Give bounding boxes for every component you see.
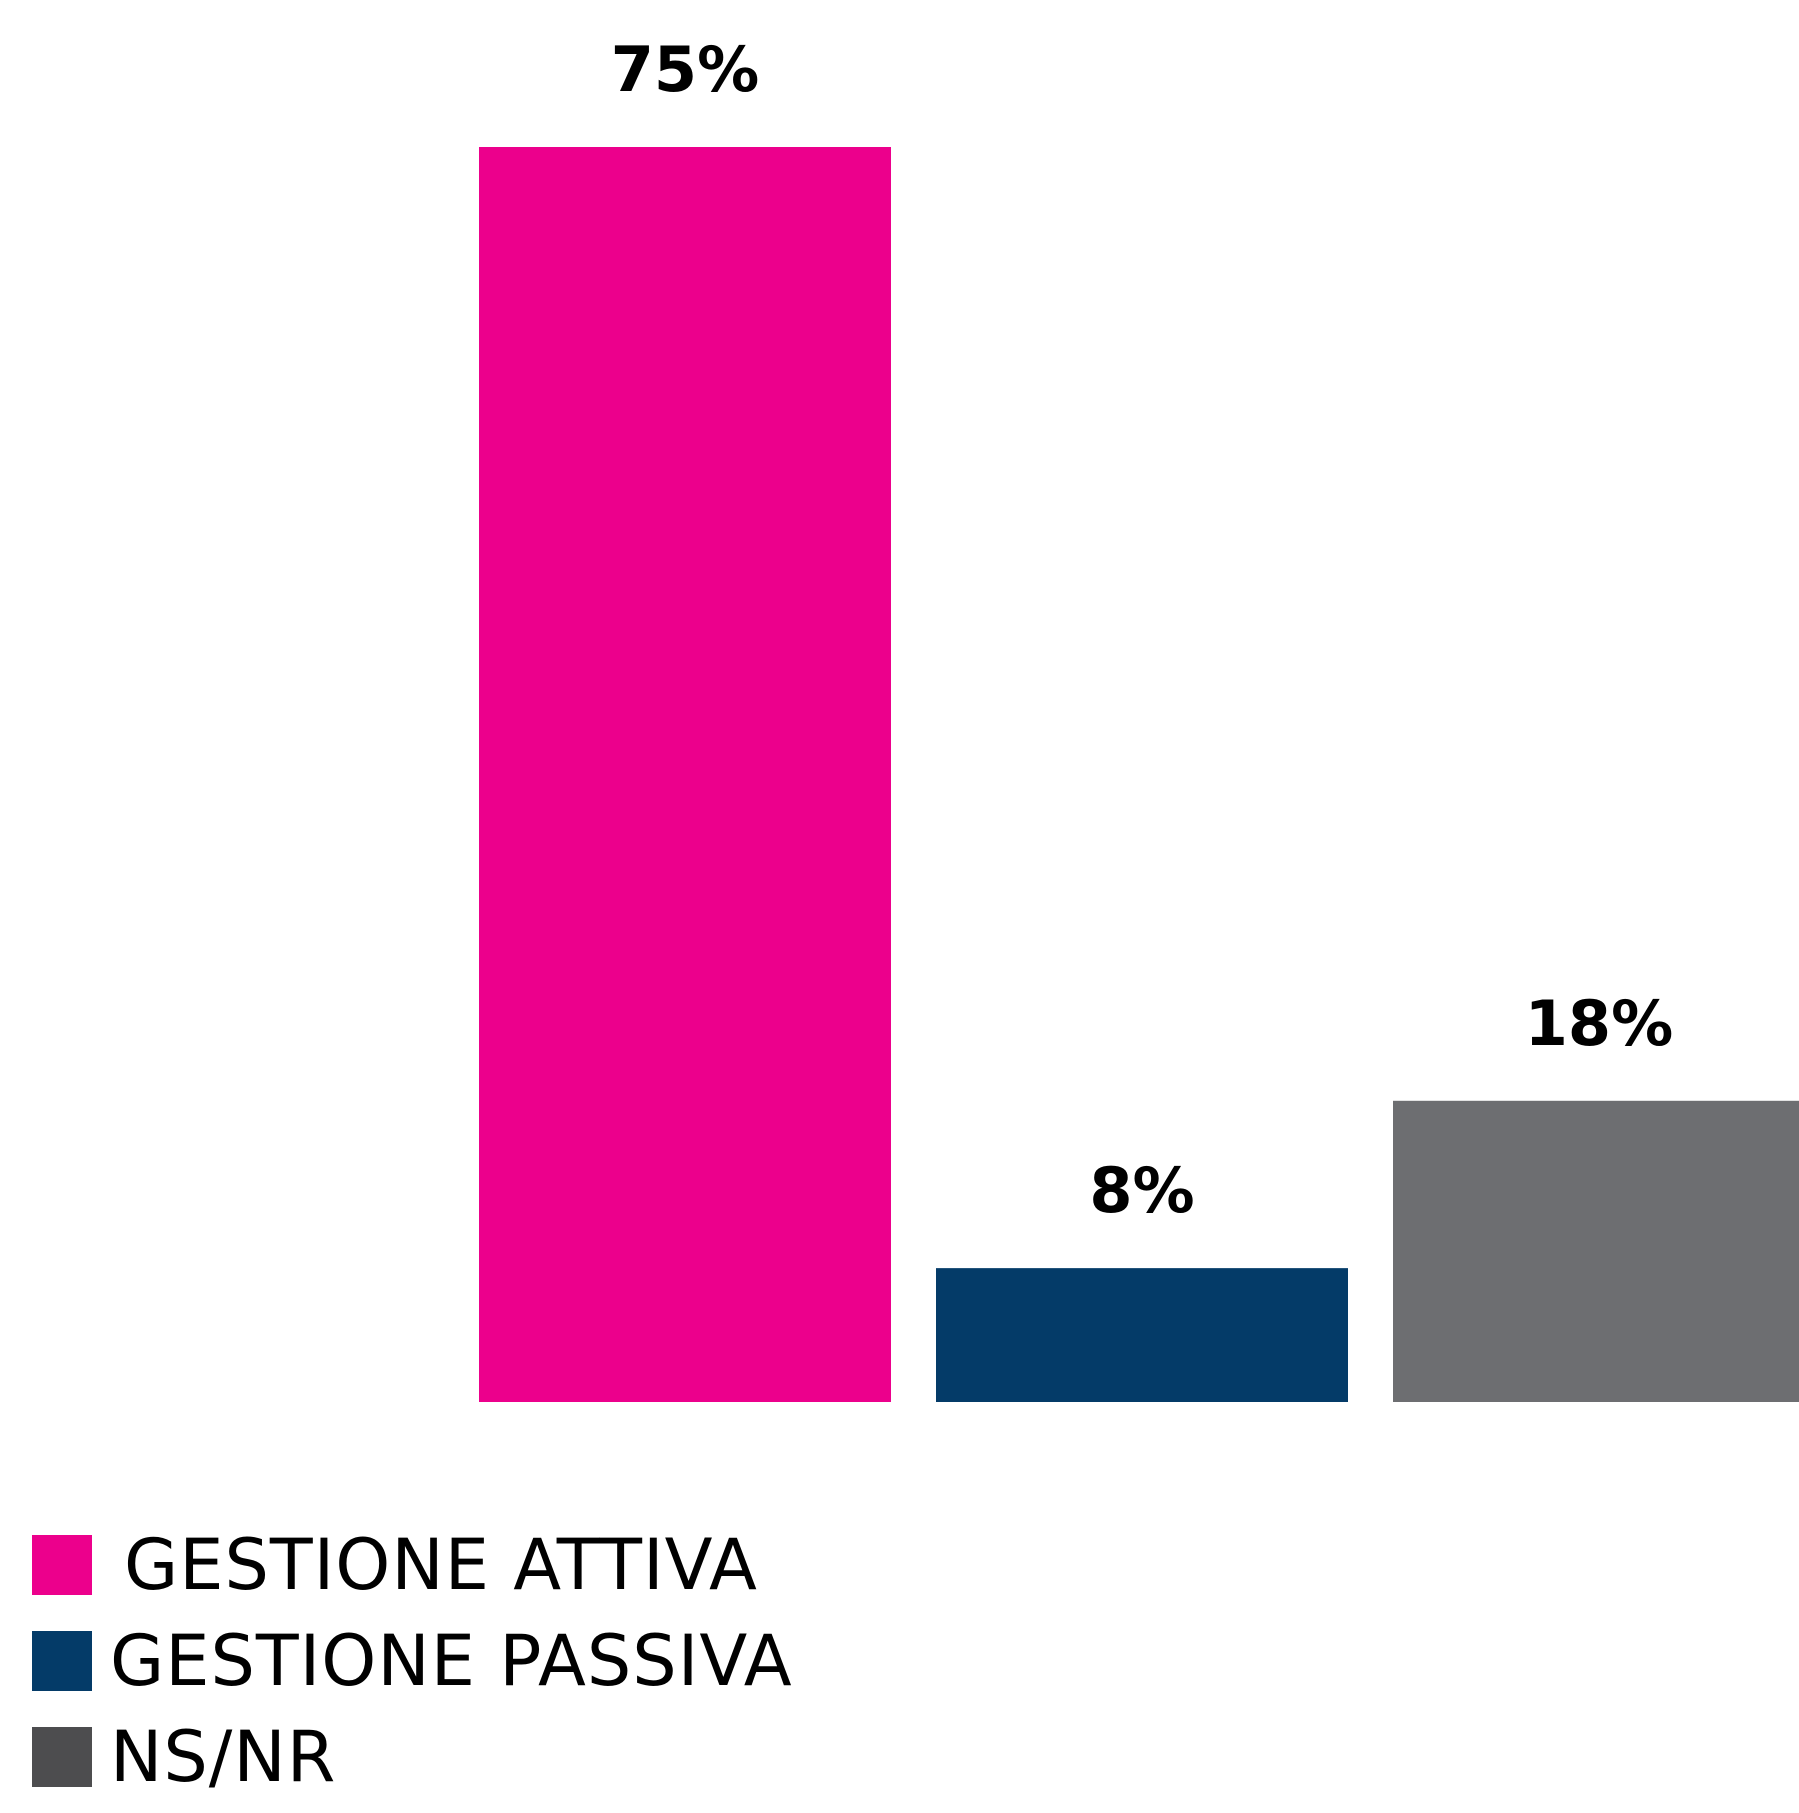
legend-swatch-gestione-attiva xyxy=(32,1535,92,1595)
bar-gestione-attiva xyxy=(479,147,891,1402)
legend-label-ns-nr: NS/NR xyxy=(110,1716,337,1798)
data-label-gestione-attiva: 75% xyxy=(611,33,759,106)
legend-label-gestione-passiva: GESTIONE PASSIVA xyxy=(110,1620,793,1702)
legend-label-gestione-attiva: GESTIONE ATTIVA xyxy=(124,1524,758,1606)
legend-swatch-gestione-passiva xyxy=(32,1631,92,1691)
data-label-ns-nr: 18% xyxy=(1525,987,1673,1060)
bar-gestione-passiva xyxy=(936,1268,1348,1402)
bar-ns-nr xyxy=(1393,1100,1799,1402)
data-label-gestione-passiva: 8% xyxy=(1089,1154,1194,1227)
legend-swatch-ns-nr xyxy=(32,1727,92,1787)
